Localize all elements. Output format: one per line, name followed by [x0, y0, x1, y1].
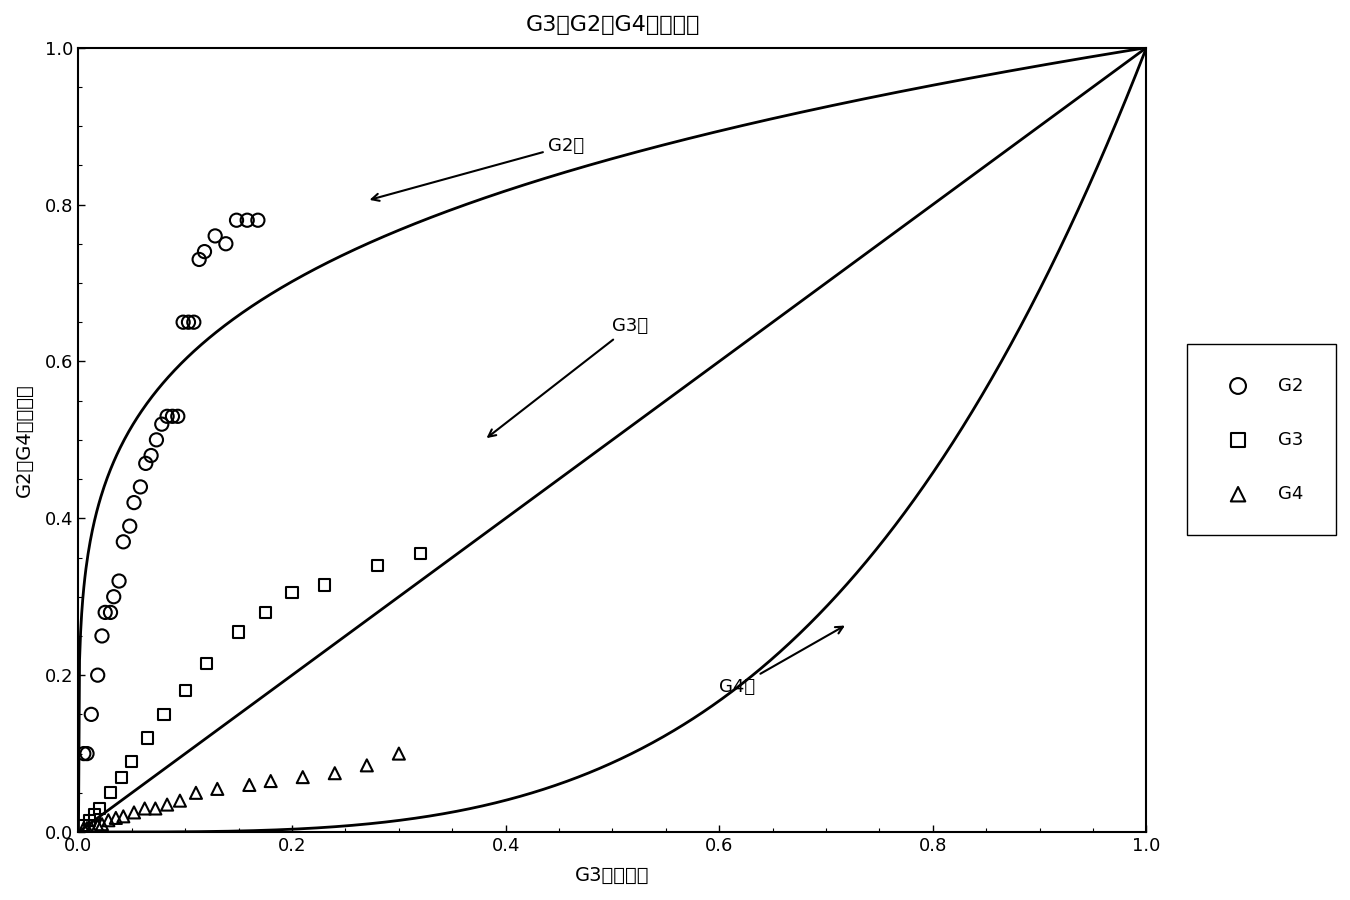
G2	[135, 456, 157, 471]
G2	[167, 410, 189, 424]
G4	[81, 821, 103, 835]
G4	[86, 819, 108, 833]
Y-axis label: G2、G4的通过率: G2、G4的通过率	[15, 383, 34, 497]
G4	[73, 821, 95, 835]
Text: G3线: G3线	[489, 317, 648, 436]
G2	[173, 315, 194, 329]
G3	[281, 586, 302, 600]
G3	[89, 801, 111, 815]
G2	[76, 746, 97, 760]
G3	[100, 786, 122, 800]
G3	[111, 770, 132, 784]
G3	[138, 731, 159, 745]
G2	[184, 315, 205, 329]
G3	[84, 807, 105, 822]
G4	[387, 746, 409, 760]
G4	[76, 821, 97, 835]
G4	[207, 782, 228, 796]
G2	[119, 519, 140, 534]
G4	[356, 758, 378, 772]
G3	[313, 578, 335, 592]
G2	[178, 315, 200, 329]
G2	[215, 237, 236, 251]
G2	[100, 605, 122, 619]
G2	[151, 417, 173, 431]
G4	[105, 811, 127, 825]
G2	[140, 448, 162, 463]
G2	[236, 213, 258, 228]
G2	[103, 590, 124, 604]
G3	[122, 754, 143, 769]
G4	[157, 797, 178, 812]
G4	[239, 778, 261, 792]
G4	[123, 806, 144, 820]
G4	[144, 801, 166, 815]
Text: G2线: G2线	[371, 137, 585, 201]
G2	[123, 495, 144, 509]
G3	[73, 819, 95, 833]
G2	[146, 433, 167, 447]
G2	[193, 245, 215, 259]
G2	[157, 410, 178, 424]
G3	[255, 605, 277, 619]
G2	[95, 605, 116, 619]
G2	[130, 480, 151, 494]
G4	[324, 766, 346, 780]
G3	[196, 656, 217, 670]
G2	[81, 707, 103, 722]
G4	[185, 786, 207, 800]
G3	[367, 558, 389, 572]
G2	[92, 629, 113, 643]
G2	[73, 746, 95, 760]
G2	[86, 668, 108, 682]
G3	[409, 546, 431, 561]
G3	[78, 813, 100, 827]
G3	[228, 625, 250, 639]
G4	[97, 813, 119, 827]
G4	[169, 794, 190, 808]
G4	[261, 774, 282, 788]
X-axis label: G3的通过率: G3的通过率	[575, 866, 649, 885]
Title: G3比G2、G4的通过率: G3比G2、G4的通过率	[525, 15, 699, 35]
G3	[174, 684, 196, 698]
G2	[204, 229, 225, 243]
G2	[189, 252, 211, 266]
G3	[153, 707, 174, 722]
Text: G4线: G4线	[720, 626, 842, 696]
G2	[108, 574, 130, 589]
G2	[112, 535, 134, 549]
G4	[134, 801, 155, 815]
G2	[162, 410, 184, 424]
G2	[225, 213, 247, 228]
G4	[292, 770, 313, 784]
G4	[112, 809, 134, 824]
G2	[247, 213, 269, 228]
G4	[92, 817, 113, 832]
Legend: G2, G3, G4: G2, G3, G4	[1188, 344, 1335, 536]
